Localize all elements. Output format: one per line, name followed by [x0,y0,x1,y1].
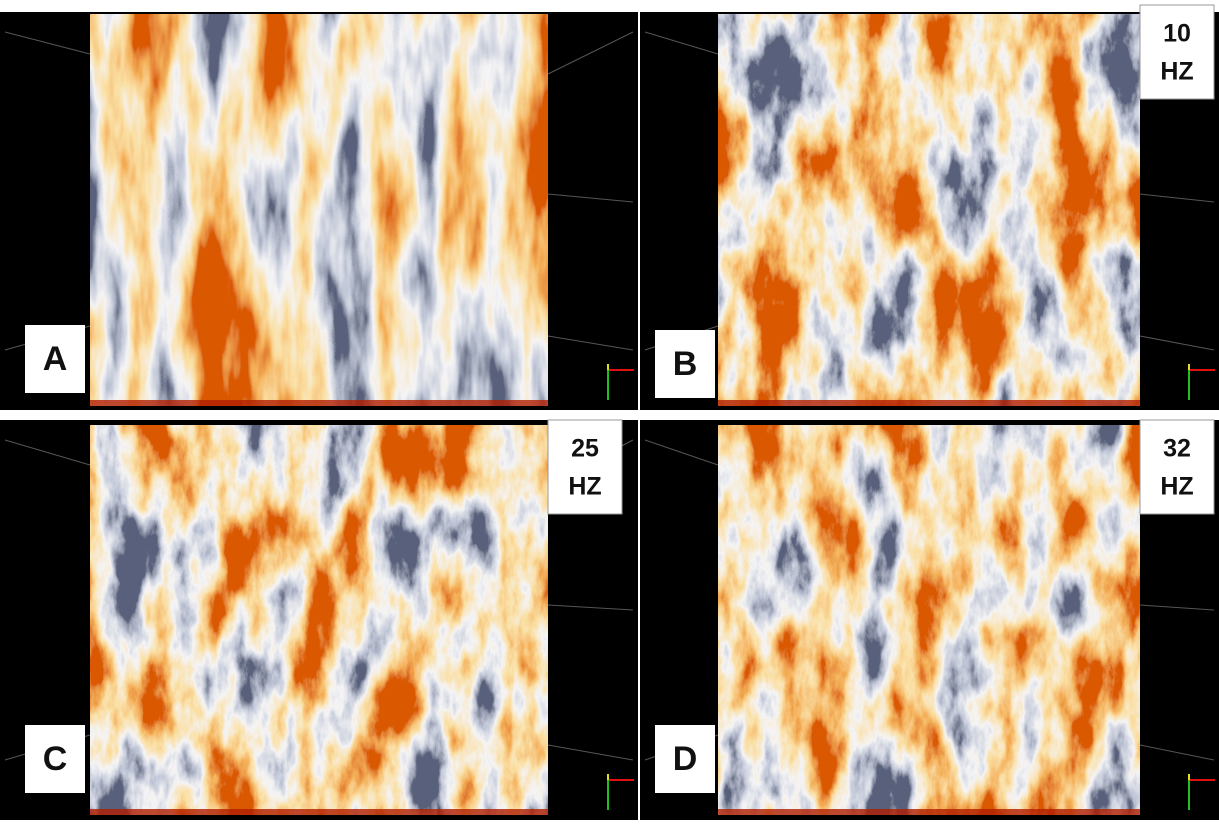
panel: B 10 HZ [640,5,1219,410]
frequency-unit: HZ [1160,473,1193,501]
panel-label: D [673,740,698,778]
panel-label: A [43,340,68,378]
figure: A B 10 HZ C 25 HZ D 32 HZ [0,0,1219,820]
frequency-unit: HZ [1160,58,1193,86]
frequency-value: 10 [1163,20,1191,48]
map-border [90,809,548,815]
seismic-map [90,14,548,406]
frequency-value: 25 [571,435,599,463]
panel: A [0,12,638,410]
panel-label: C [43,740,68,778]
map-border [718,400,1140,406]
panel-label: B [673,345,698,383]
map-border [90,400,548,406]
frequency-value: 32 [1163,435,1191,463]
panel: D 32 HZ [640,420,1219,820]
seismic-map [718,14,1140,406]
seismic-map [718,425,1140,815]
panel: C 25 HZ [0,420,638,820]
frequency-unit: HZ [568,473,601,501]
seismic-map [90,425,548,815]
map-border [718,809,1140,815]
